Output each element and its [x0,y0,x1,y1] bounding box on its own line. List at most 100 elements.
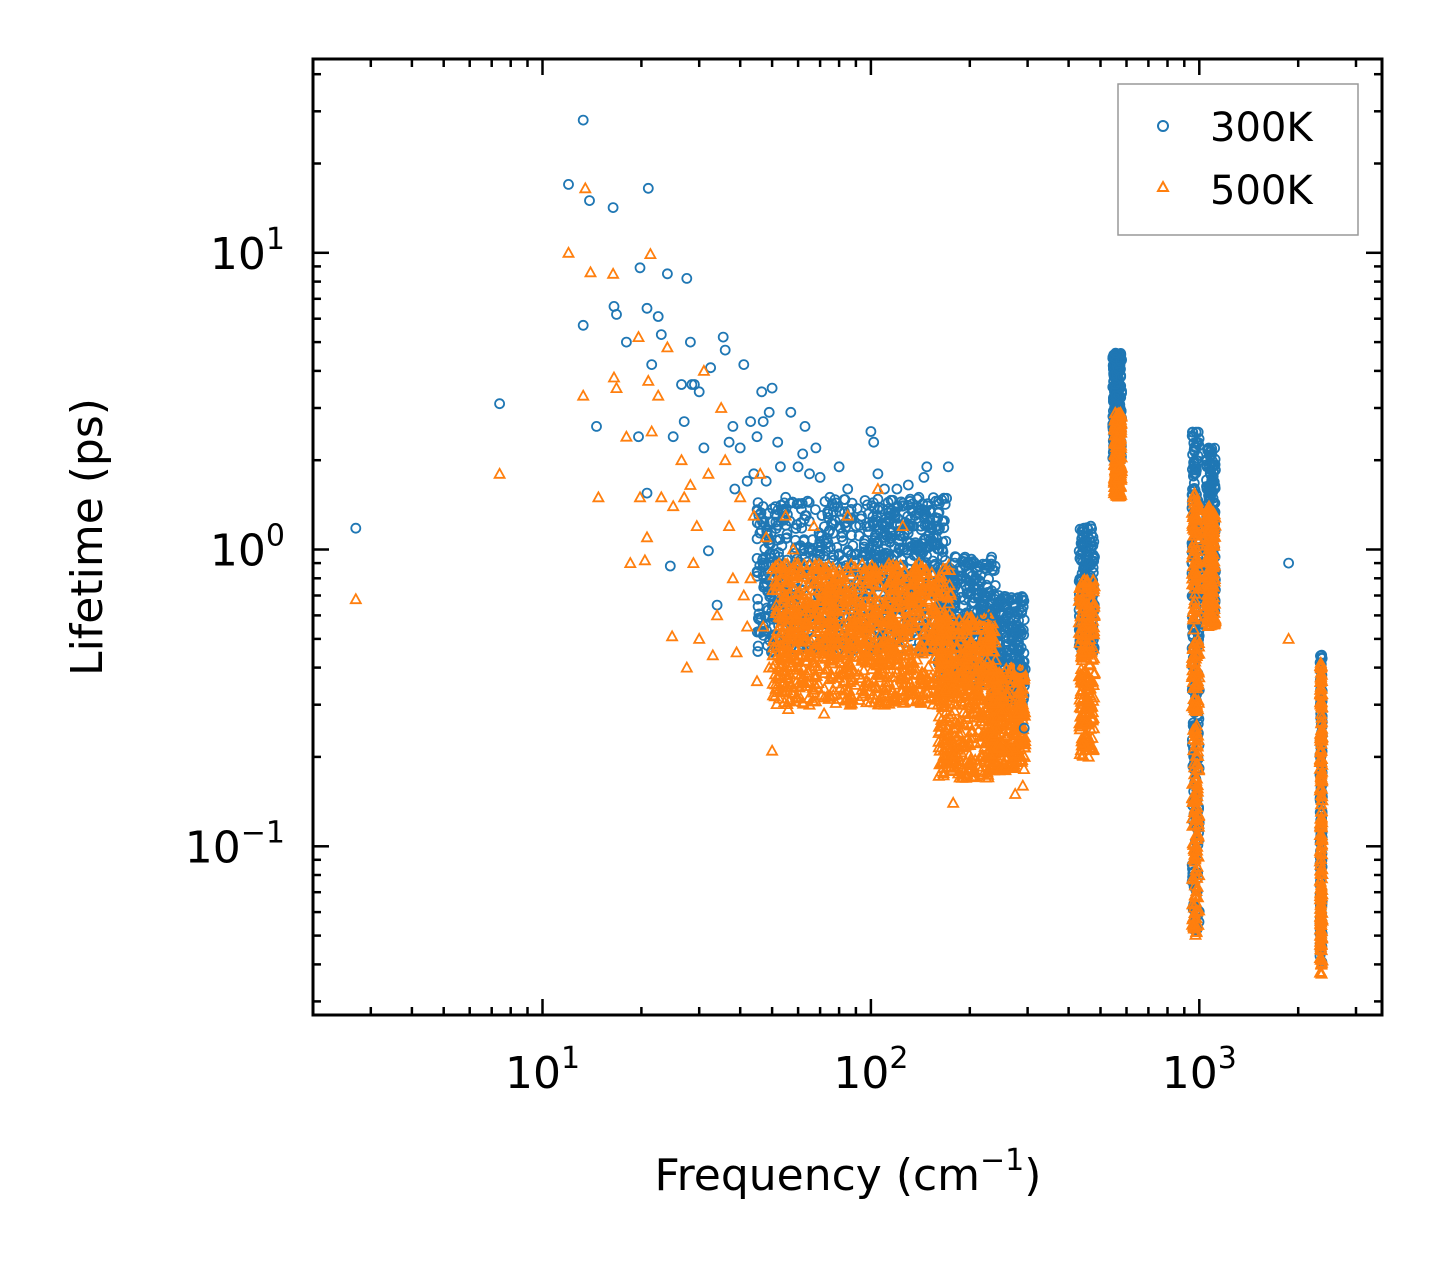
cloud-point-300K [774,533,786,545]
cloud-point-500K [921,659,935,672]
cloud-point-500K [924,628,939,641]
cloud-point-500K [891,561,905,573]
cloud-point-300K [894,542,906,554]
cloud-point-500K [887,677,901,690]
cloud-point-500K [879,613,893,626]
cloud-point-500K [1074,662,1088,674]
cloud-point-300K [824,541,836,553]
cloud-point-500K [893,693,907,705]
cloud-point-500K [794,607,808,620]
cloud-point-500K [819,643,833,656]
cloud-point-500K [859,673,874,686]
cloud-point-500K [1077,679,1091,691]
cloud-point-300K [1205,488,1217,500]
cloud-point-500K [934,613,948,626]
cloud-point-300K [886,504,897,516]
cloud-point-300K [1193,433,1205,445]
cloud-point-500K [834,655,848,667]
cloud-point-500K [1084,582,1098,595]
cloud-point-500K [1087,690,1101,703]
cloud-point-500K [833,568,847,581]
cloud-point-300K [963,558,975,569]
cloud-point-300K [767,503,778,515]
cloud-point-500K [884,621,898,634]
cloud-point-500K [889,598,903,611]
cloud-point-500K [838,622,852,635]
cloud-point-500K [868,648,882,660]
cloud-point-500K [937,694,951,706]
cloud-point-500K [788,581,802,594]
cloud-point-500K [1185,819,1200,831]
cloud-point-500K [957,684,971,697]
cloud-point-500K [866,673,880,686]
cloud-point-500K [1187,622,1201,635]
cloud-point-300K [761,525,773,537]
cloud-point-300K [821,532,833,544]
cloud-point-500K [794,648,808,660]
cloud-point-300K [1016,605,1028,616]
cloud-point-500K [1108,453,1122,466]
cloud-point-300K [752,640,764,652]
cloud-point-500K [778,620,792,633]
cloud-point-500K [855,631,869,644]
cloud-point-500K [866,576,880,589]
cloud-point-500K [932,734,946,747]
cloud-point-300K [867,516,878,528]
cloud-point-500K [893,606,907,619]
cloud-point-500K [874,651,888,664]
cloud-point-500K [1075,597,1089,610]
cloud-point-500K [861,576,875,588]
cloud-point-500K [786,621,800,633]
cloud-point-500K [939,630,953,643]
cloud-point-500K [936,623,950,636]
cloud-point-500K [900,613,915,626]
cloud-point-500K [1108,406,1122,419]
cloud-point-500K [901,610,915,623]
cloud-point-500K [1074,644,1088,657]
cloud-point-500K [933,743,947,756]
cloud-point-300K [1109,378,1121,390]
cloud-point-300K [1205,449,1217,461]
cloud-point-500K [919,567,933,579]
cloud-point-500K [1083,639,1097,651]
cloud-point-500K [946,763,960,776]
cloud-point-500K [959,642,973,655]
cloud-point-500K [883,654,897,667]
cloud-point-500K [826,683,840,695]
cloud-point-500K [845,613,859,626]
cloud-point-500K [896,627,910,639]
cloud-point-500K [866,564,880,576]
cloud-point-500K [896,677,910,690]
cloud-point-500K [978,643,992,655]
cloud-point-500K [806,572,820,585]
cloud-point-500K [791,617,805,630]
cloud-point-300K [752,646,764,657]
cloud-point-500K [893,593,907,606]
cloud-point-500K [1111,485,1125,497]
cloud-point-300K [1193,440,1205,452]
cloud-point-500K [858,566,872,579]
cloud-point-500K [961,710,975,723]
cloud-point-500K [914,694,928,706]
cloud-point-500K [1076,749,1090,761]
cloud-point-300K [752,497,764,509]
cloud-point-300K [837,527,848,539]
cloud-point-500K [915,587,929,600]
cloud-point-500K [987,753,1001,765]
cloud-point-500K [800,615,814,628]
cloud-point-500K [822,692,836,704]
cloud-point-500K [769,606,783,618]
cloud-point-500K [1108,472,1122,485]
cloud-point-500K [1078,716,1093,728]
cloud-point-500K [823,580,837,593]
cloud-point-500K [878,662,892,674]
cloud-point-300K [751,553,763,564]
cloud-point-500K [934,643,948,656]
cloud-point-500K [984,629,998,642]
cloud-point-300K [1187,426,1198,438]
cloud-point-500K [839,601,853,614]
cloud-point-500K [995,705,1009,717]
cloud-point-300K [803,496,815,508]
cloud-point-500K [817,681,831,694]
cloud-point-300K [1115,355,1126,367]
